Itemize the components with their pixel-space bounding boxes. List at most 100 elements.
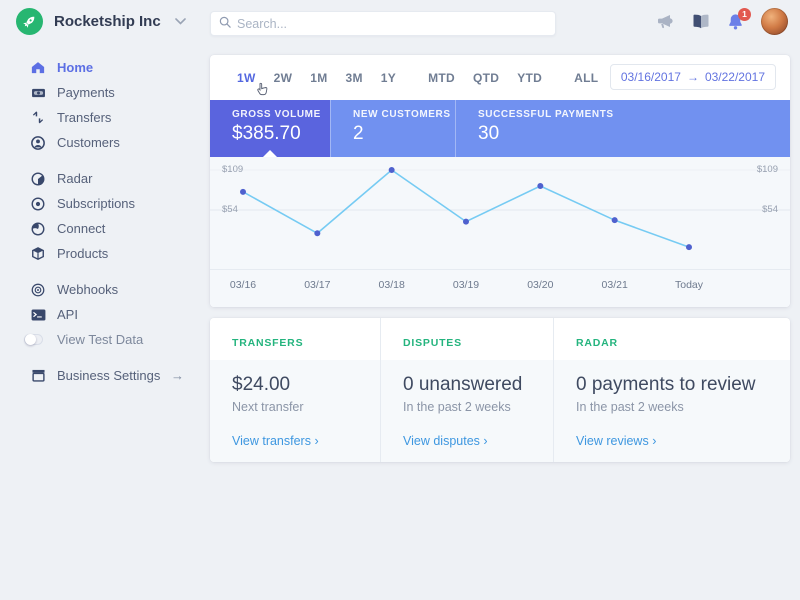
summary-card: TRANSFERS $24.00 Next transfer View tran… [210, 318, 790, 462]
sidebar-item-customers[interactable]: Customers [0, 130, 200, 155]
x-axis-label: 03/17 [304, 279, 331, 291]
radar-summary: RADAR 0 payments to review In the past 2… [553, 318, 790, 462]
notifications-bell-icon[interactable]: 1 [727, 7, 751, 31]
view-transfers-link[interactable]: View transfers › [232, 434, 319, 448]
customers-icon [30, 135, 46, 150]
sidebar-item-label: Payments [57, 85, 115, 100]
chevron-right-icon: › [483, 434, 488, 448]
chart-point[interactable] [314, 230, 321, 237]
search-input[interactable] [237, 16, 547, 31]
date-end: 03/22/2017 [704, 70, 765, 84]
disputes-summary: DISPUTES 0 unanswered In the past 2 week… [380, 318, 553, 462]
stat-gross-volume[interactable]: GROSS VOLUME $385.70 [210, 100, 330, 157]
search-bar[interactable] [210, 11, 556, 36]
sidebar-item-transfers[interactable]: Transfers [0, 105, 200, 130]
topbar-icons: 1 [656, 7, 788, 35]
sidebar-item-view-test-data: View Test Data [0, 327, 200, 352]
y-axis-label: $109 [756, 164, 778, 175]
stats-row: GROSS VOLUME $385.70 NEW CUSTOMERS 2 SUC… [210, 100, 790, 157]
stat-label: NEW CUSTOMERS [353, 109, 451, 120]
stat-value: $385.70 [232, 123, 301, 144]
summary-value: $24.00 [232, 374, 291, 395]
date-range-tabs: 1W 2W 1M 3M 1Y MTD QTD YTD ALL 03/16/201… [210, 55, 790, 100]
subscriptions-icon [30, 197, 46, 211]
radar-icon [30, 172, 46, 186]
notification-badge: 1 [738, 7, 751, 21]
date-arrow-icon: → [686, 70, 699, 84]
view-disputes-link[interactable]: View disputes › [403, 434, 488, 448]
summary-subtitle: In the past 2 weeks [576, 400, 684, 414]
range-tab-ytd[interactable]: YTD [517, 70, 543, 85]
range-tab-1m[interactable]: 1M [310, 70, 328, 85]
view-reviews-link[interactable]: View reviews › [576, 434, 657, 448]
stat-label: SUCCESSFUL PAYMENTS [478, 109, 614, 120]
range-tab-qtd[interactable]: QTD [472, 70, 500, 85]
x-axis-label: 03/19 [452, 279, 480, 291]
dashboard-card: 1W 2W 1M 3M 1Y MTD QTD YTD ALL 03/16/201… [210, 55, 790, 307]
chart-point[interactable] [537, 183, 544, 189]
chart-point[interactable] [611, 217, 618, 224]
stat-value: 2 [353, 123, 364, 144]
range-tab-2w[interactable]: 2W [273, 70, 293, 85]
payments-icon [30, 87, 46, 99]
date-range-picker[interactable]: 03/16/2017 → 03/22/2017 [609, 64, 776, 90]
chart-point[interactable] [388, 167, 395, 173]
range-tab-1w[interactable]: 1W [237, 70, 256, 85]
date-start: 03/16/2017 [620, 70, 681, 84]
test-data-toggle[interactable] [23, 334, 43, 345]
stat-successful-payments[interactable]: SUCCESSFUL PAYMENTS 30 [455, 100, 790, 157]
range-tab-1y[interactable]: 1Y [380, 70, 397, 85]
sidebar-item-label: Radar [57, 171, 93, 186]
chart-x-axis: 03/16 03/17 03/18 03/19 03/20 03/21 Today [210, 270, 790, 306]
summary-value: 0 payments to review [576, 374, 756, 395]
sidebar-item-subscriptions[interactable]: Subscriptions [0, 191, 200, 216]
summary-value: 0 unanswered [403, 374, 523, 395]
summary-title: DISPUTES [381, 318, 553, 360]
sidebar-item-label: Home [57, 60, 94, 75]
products-icon [30, 246, 46, 261]
x-axis-label: 03/18 [378, 279, 405, 291]
x-axis-label: 03/16 [229, 279, 257, 291]
docs-book-icon[interactable] [692, 14, 710, 29]
x-axis-label: 03/20 [527, 279, 554, 291]
sidebar-item-webhooks[interactable]: Webhooks [0, 277, 200, 302]
sidebar-item-label: API [57, 307, 78, 322]
sidebar-item-business-settings[interactable]: Business Settings → [0, 363, 200, 388]
summary-subtitle: Next transfer [232, 400, 304, 414]
sidebar-item-connect[interactable]: Connect [0, 216, 200, 241]
sidebar-item-api[interactable]: API [0, 302, 200, 327]
summary-title: RADAR [554, 318, 790, 360]
sidebar-item-label: View Test Data [57, 332, 144, 347]
sidebar-item-home[interactable]: Home [0, 55, 200, 80]
volume-chart-svg [210, 167, 790, 251]
chart-point[interactable] [463, 218, 469, 225]
sidebar-item-payments[interactable]: Payments [0, 80, 200, 105]
settings-arrow-icon: → [171, 368, 184, 383]
stat-new-customers[interactable]: NEW CUSTOMERS 2 [330, 100, 455, 157]
sidebar-item-label: Business Settings [57, 368, 161, 383]
range-tab-mtd[interactable]: MTD [428, 70, 455, 85]
chevron-right-icon: › [314, 434, 319, 448]
x-axis-label: Today [674, 279, 704, 291]
chart-point[interactable] [686, 244, 692, 251]
sidebar-item-label: Products [57, 246, 109, 261]
avatar[interactable] [761, 8, 788, 35]
transfers-icon [30, 111, 46, 124]
x-axis-label: 03/21 [601, 279, 628, 291]
account-switcher[interactable]: Rocketship Inc [16, 8, 186, 35]
y-axis-label: $54 [762, 204, 778, 215]
sidebar-item-products[interactable]: Products [0, 241, 200, 266]
range-tab-all[interactable]: ALL [574, 70, 599, 85]
y-axis-label: $54 [222, 204, 238, 215]
announcements-icon[interactable] [656, 14, 675, 30]
range-tab-3m[interactable]: 3M [345, 70, 363, 85]
volume-chart: $109 $109 $54 $54 03/16 03/17 03/18 03/19 03/20… [210, 157, 790, 307]
sidebar-item-radar[interactable]: Radar [0, 166, 200, 191]
api-terminal-icon [30, 308, 46, 321]
sidebar-item-label: Transfers [57, 110, 112, 125]
brand-name: Rocketship Inc [54, 13, 161, 30]
sidebar-item-label: Connect [57, 221, 106, 236]
sidebar-item-label: Webhooks [57, 282, 119, 297]
chart-point[interactable] [240, 188, 246, 195]
